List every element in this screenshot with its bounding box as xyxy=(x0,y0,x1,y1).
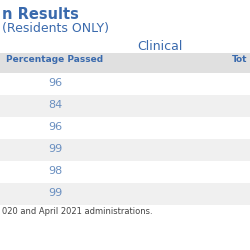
Text: 99: 99 xyxy=(48,188,62,198)
Text: n Results: n Results xyxy=(2,7,79,22)
Text: 96: 96 xyxy=(48,78,62,88)
Text: Tot: Tot xyxy=(232,55,247,64)
FancyBboxPatch shape xyxy=(0,73,250,95)
Text: 98: 98 xyxy=(48,166,62,176)
Text: (Residents ONLY): (Residents ONLY) xyxy=(2,22,109,35)
FancyBboxPatch shape xyxy=(0,95,250,117)
Text: 96: 96 xyxy=(48,122,62,132)
FancyBboxPatch shape xyxy=(0,53,250,73)
Text: 84: 84 xyxy=(48,100,62,110)
FancyBboxPatch shape xyxy=(0,117,250,139)
Text: 99: 99 xyxy=(48,144,62,154)
Text: 020 and April 2021 administrations.: 020 and April 2021 administrations. xyxy=(2,207,152,216)
Text: Clinical: Clinical xyxy=(137,40,183,53)
FancyBboxPatch shape xyxy=(0,161,250,183)
FancyBboxPatch shape xyxy=(0,183,250,205)
Text: Percentage Passed: Percentage Passed xyxy=(6,55,103,64)
FancyBboxPatch shape xyxy=(0,139,250,161)
